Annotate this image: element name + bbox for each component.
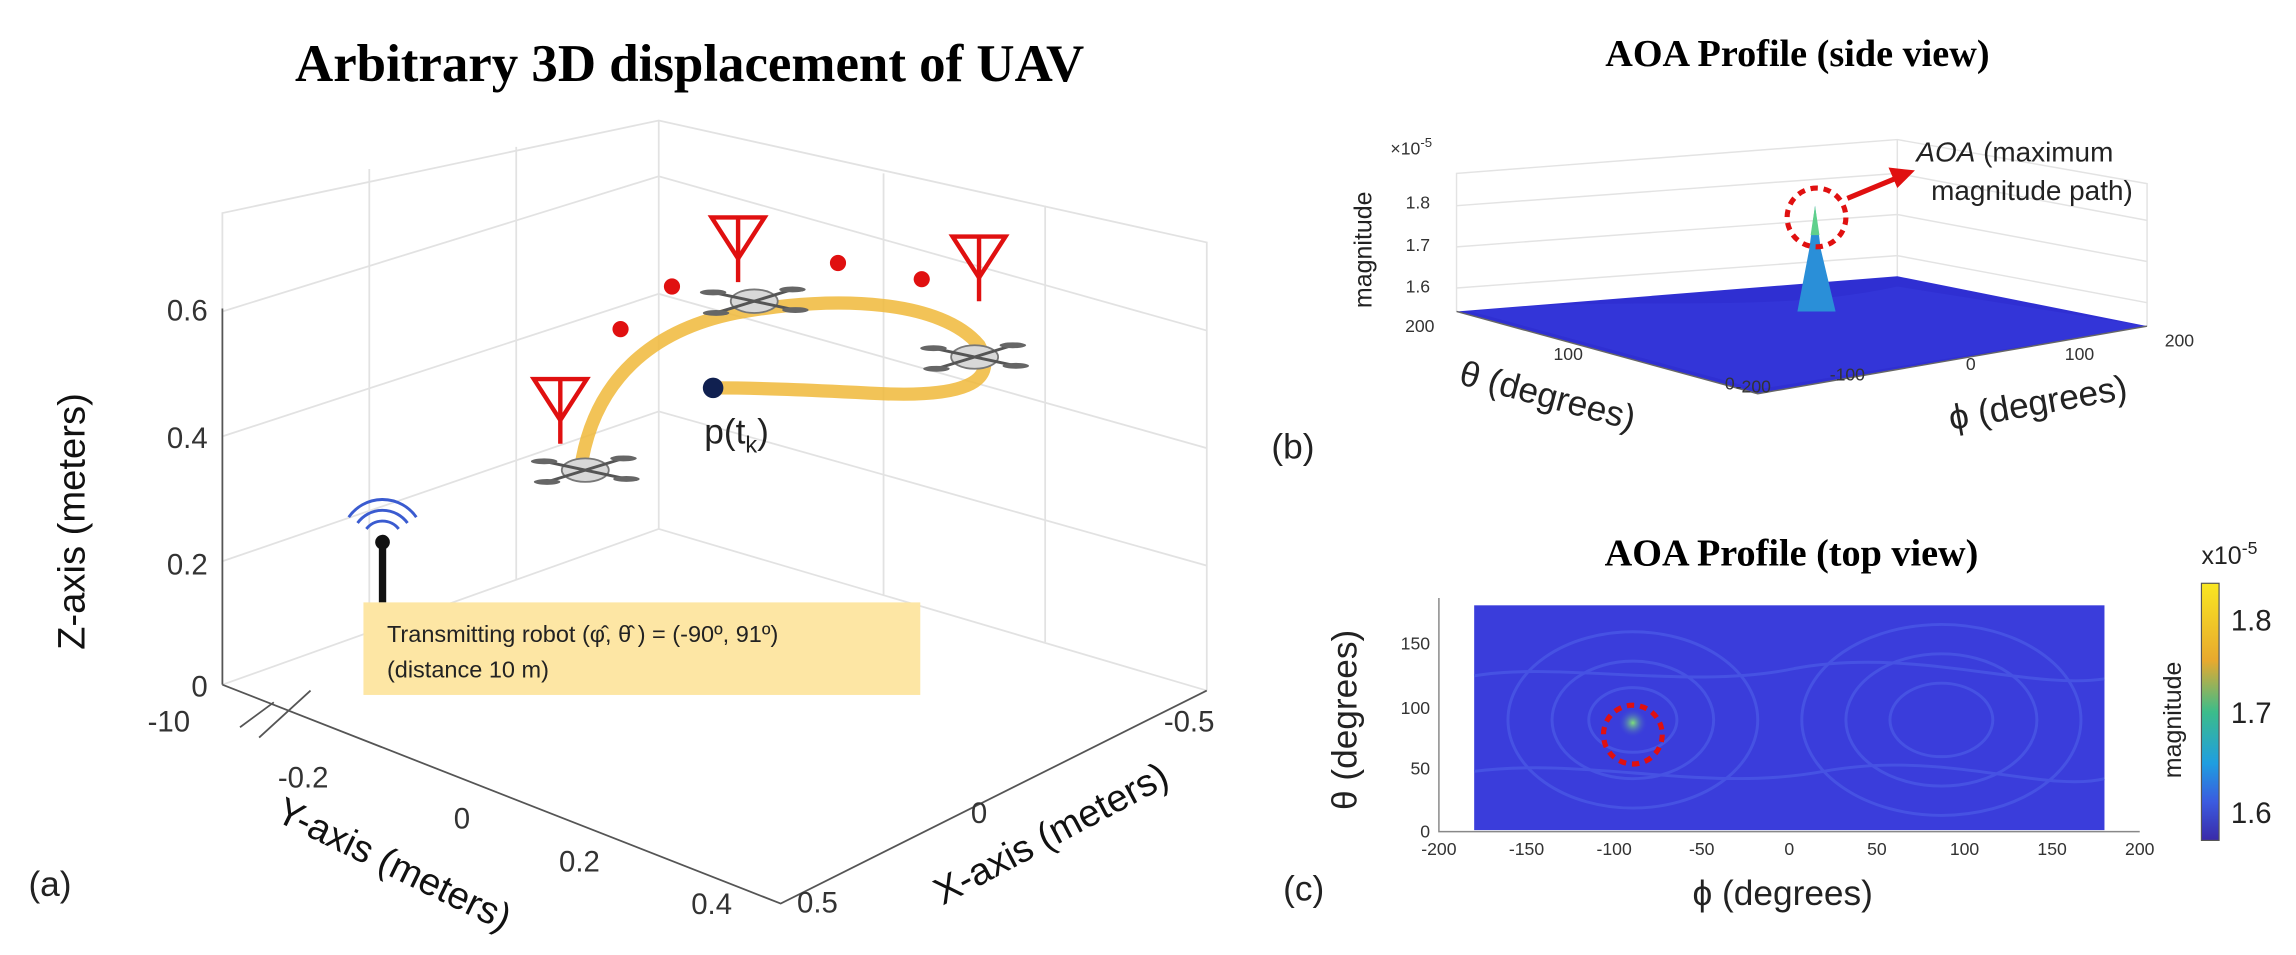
phi-tick-label: 0 bbox=[1966, 354, 1976, 374]
position-base: p(t bbox=[704, 413, 745, 452]
y-tick-label: -0.2 bbox=[278, 762, 329, 795]
x-tick-label: -150 bbox=[1509, 839, 1544, 859]
theta-axis-label: θ (degrees) bbox=[1456, 354, 1640, 438]
x-tick-label: -100 bbox=[1596, 839, 1631, 859]
note-line: Transmitting robot (φ̂, θ̂ ) = (-90º, 91… bbox=[387, 621, 778, 647]
colorbar-tick-label: 1.8 bbox=[2231, 604, 2272, 637]
antenna bbox=[953, 237, 1006, 302]
note-line: (distance 10 m) bbox=[387, 656, 549, 682]
position-close: ) bbox=[757, 413, 769, 452]
axis-lines bbox=[1456, 310, 2148, 395]
colorbar-label: magnitude bbox=[2159, 662, 2187, 779]
x-tick-label: 0 bbox=[1784, 839, 1794, 859]
peak-spot bbox=[1618, 708, 1648, 738]
antenna bbox=[712, 217, 765, 282]
x-tick-label: 100 bbox=[1950, 839, 1980, 859]
colorbar-tick-label: 1.7 bbox=[2231, 697, 2272, 730]
x-tick-label: -0.5 bbox=[1164, 706, 1215, 739]
panel-a: Arbitrary 3D displacement of UAV 0.6 0.4… bbox=[28, 35, 1214, 940]
drone bbox=[529, 453, 642, 487]
x-tick-label: -50 bbox=[1689, 839, 1715, 859]
surface-shade bbox=[1471, 286, 2148, 390]
x-tick-label: 150 bbox=[2037, 839, 2067, 859]
phi-tick-label: -200 bbox=[1736, 376, 1771, 396]
z-axis-label: Z-axis (meters) bbox=[50, 393, 93, 650]
phi-tick-label: -100 bbox=[1830, 365, 1865, 385]
x-tick-label: 50 bbox=[1867, 839, 1887, 859]
panel-label: (a) bbox=[28, 865, 71, 904]
position-label: p(tk) bbox=[704, 413, 769, 458]
axis-lines bbox=[221, 308, 1208, 905]
panel-title: Arbitrary 3D displacement of UAV bbox=[295, 35, 1084, 93]
z-tick-label: 0.4 bbox=[167, 422, 208, 455]
y-axis-label: Y-axis (meters) bbox=[270, 789, 518, 940]
trajectory bbox=[575, 296, 992, 466]
y-tick-label: 0.4 bbox=[691, 888, 732, 921]
aoa-dots bbox=[612, 254, 930, 338]
colorbar-scale: x10-5 bbox=[2201, 538, 2257, 570]
colorbar bbox=[2200, 582, 2220, 841]
panel-c: AOA Profile (top view) 150 100 50 0 θ (d… bbox=[1283, 533, 2271, 913]
panel-label: (b) bbox=[1271, 427, 1314, 466]
x-tick-label: 0 bbox=[971, 797, 987, 830]
axis-lines bbox=[1438, 597, 2140, 833]
z-tick-label: 1.6 bbox=[1406, 276, 1431, 296]
y-tick-label: 50 bbox=[1410, 758, 1430, 778]
z-tick-label: 0 bbox=[191, 670, 207, 703]
heatmap-ripples bbox=[1473, 622, 2105, 817]
annotation: AOA (maximum bbox=[1914, 137, 2113, 168]
z-axis-label: magnitude bbox=[1349, 191, 1377, 308]
y-tick-label: 150 bbox=[1401, 633, 1431, 653]
x-tick-label: -200 bbox=[1421, 839, 1456, 859]
theta-tick-label: 100 bbox=[1553, 344, 1583, 364]
annotation-rest: (maximum bbox=[1975, 137, 2113, 168]
x-axis-label: X-axis (meters) bbox=[927, 754, 1176, 913]
z-tick-label: 1.8 bbox=[1406, 193, 1431, 213]
drone bbox=[918, 340, 1031, 374]
theta-tick-label: 200 bbox=[1405, 316, 1435, 336]
annotation: magnitude path) bbox=[1931, 175, 2133, 206]
y-tick-label: 0 bbox=[1420, 821, 1430, 841]
phi-tick-label: 100 bbox=[2065, 344, 2095, 364]
panel-title: AOA Profile (side view) bbox=[1605, 33, 1989, 75]
phi-tick-label: 200 bbox=[2165, 331, 2195, 351]
peak bbox=[1797, 205, 1836, 312]
colorbar-exp: -5 bbox=[2242, 538, 2258, 558]
axis-box bbox=[221, 119, 1208, 692]
antenna bbox=[534, 379, 587, 444]
heatmap bbox=[1474, 605, 2105, 831]
annotation-arrow bbox=[1846, 175, 1899, 201]
z-tick-label: 0.2 bbox=[167, 548, 208, 581]
arrow-head bbox=[1888, 167, 1915, 189]
annotation-emph: AOA bbox=[1914, 137, 1975, 168]
x-tick-label: 0.5 bbox=[797, 886, 838, 919]
position-sub: k bbox=[745, 432, 757, 458]
colorbar-tick-label: 1.6 bbox=[2231, 797, 2272, 830]
scale-exp: -5 bbox=[1420, 135, 1432, 150]
note-box bbox=[363, 602, 921, 695]
panel-b: AOA Profile (side view) ×10-5 1.8 1.7 1.… bbox=[1271, 33, 2194, 466]
z-tick-label: 0.6 bbox=[167, 294, 208, 327]
x-tick-label: 200 bbox=[2125, 839, 2155, 859]
scale-base: ×10 bbox=[1390, 138, 1420, 158]
y-axis-label: θ (degrees) bbox=[1326, 630, 1365, 810]
y-tick-label: 0.2 bbox=[559, 845, 600, 878]
z-break-label: -10 bbox=[148, 706, 190, 739]
x-axis-label: ϕ (degrees) bbox=[1693, 874, 1873, 913]
transmitter bbox=[347, 498, 418, 603]
panel-label: (c) bbox=[1283, 870, 1324, 909]
theta-tick-label: 0 bbox=[1725, 373, 1735, 393]
z-tick-label: 1.7 bbox=[1406, 235, 1431, 255]
peak-marker bbox=[1784, 185, 1849, 250]
y-tick-label: 100 bbox=[1401, 698, 1431, 718]
panel-title: AOA Profile (top view) bbox=[1605, 533, 1979, 575]
peak-top bbox=[1810, 205, 1820, 236]
y-tick-label: 0 bbox=[454, 803, 470, 836]
x-tick-labels: -200 -150 -100 -50 0 50 100 150 200 bbox=[1421, 839, 2154, 859]
scale-label: ×10-5 bbox=[1390, 135, 1432, 158]
current-position bbox=[702, 377, 724, 399]
phi-axis-label: ϕ (degrees) bbox=[1946, 368, 2130, 438]
colorbar-base: x10 bbox=[2201, 542, 2241, 570]
